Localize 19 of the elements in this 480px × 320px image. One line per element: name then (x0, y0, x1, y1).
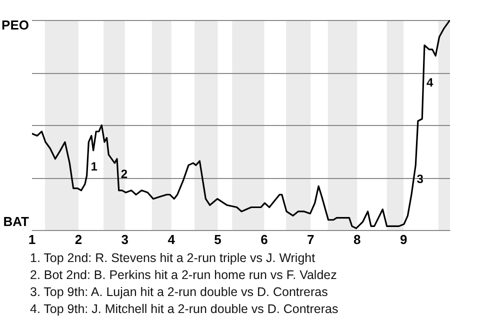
x-tick-label: 6 (260, 232, 268, 247)
annotation: 3 (416, 172, 424, 186)
text: 1. Top 2nd: R. Stevens hit a 2-run triple vs J. Wright (30, 250, 316, 267)
text: 2. Bot 2nd: B. Perkins hit a 2-run home run vs F. Valdez (30, 267, 338, 284)
annotation: 2 (120, 166, 128, 181)
text: PEO (2, 18, 29, 33)
x-tick-label: 3 (121, 232, 129, 247)
annotation: 4 (426, 75, 434, 90)
x-tick-label: 8 (353, 232, 361, 247)
x-tick-label: 4 (168, 232, 176, 247)
text: 3. Top 9th: A. Lujan hit a 2-run double vs D. Contreras (30, 284, 329, 301)
text: 4. Top 9th: J. Mitchell hit a 2-run double vs D. Contreras (30, 301, 340, 318)
annotation: 1 (90, 160, 98, 174)
text: BAT (3, 214, 30, 229)
x-tick-label: 1 (28, 232, 36, 247)
x-tick-label: 7 (307, 232, 314, 247)
x-tick-label: 9 (400, 232, 408, 247)
x-tick-label: 2 (74, 232, 82, 247)
x-tick-label: 5 (214, 232, 222, 247)
